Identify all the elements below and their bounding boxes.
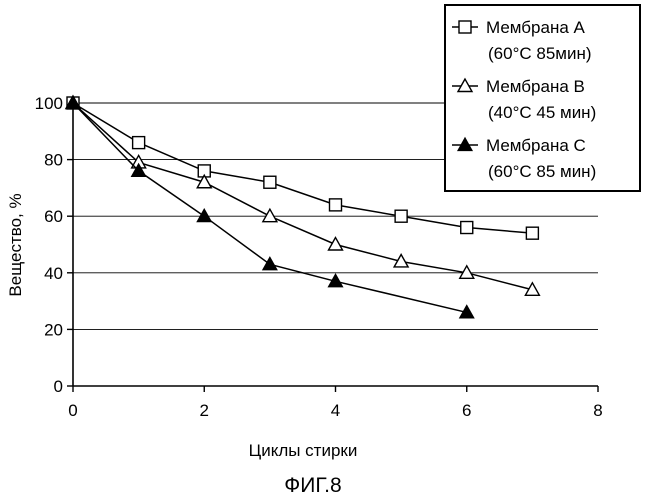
legend-marker-1 bbox=[459, 21, 471, 33]
data-point-s1-4 bbox=[330, 199, 342, 211]
x-tick-label-6: 6 bbox=[462, 401, 471, 420]
y-ticks: 0 20 40 60 80 100 bbox=[35, 94, 73, 396]
y-tick-label-20: 20 bbox=[44, 320, 63, 339]
x-tick-label-8: 8 bbox=[593, 401, 602, 420]
data-point-s2-3 bbox=[263, 209, 277, 222]
legend: Мембрана А (60°С 85мин) Мембрана В (40°С 45… bbox=[445, 5, 640, 191]
y-axis-title: Вещество, % bbox=[6, 193, 25, 296]
data-point-s2-4 bbox=[329, 238, 343, 251]
y-tick-label-40: 40 bbox=[44, 264, 63, 283]
legend-label-3: Мембрана С bbox=[486, 136, 586, 155]
series-line-3 bbox=[73, 103, 467, 312]
data-point-s1-5 bbox=[395, 210, 407, 222]
x-axis-title: Циклы стирки bbox=[249, 441, 358, 460]
y-tick-label-60: 60 bbox=[44, 207, 63, 226]
x-tick-label-4: 4 bbox=[331, 401, 340, 420]
legend-label-2: Мембрана В bbox=[486, 77, 585, 96]
legend-sublabel-1: (60°С 85мин) bbox=[488, 44, 592, 63]
data-point-s1-1 bbox=[133, 137, 145, 149]
y-tick-label-100: 100 bbox=[35, 94, 63, 113]
legend-label-1: Мембрана А bbox=[486, 18, 586, 37]
data-point-s1-3 bbox=[264, 176, 276, 188]
data-point-s1-7 bbox=[526, 227, 538, 239]
y-tick-label-0: 0 bbox=[54, 377, 63, 396]
x-ticks: 0 2 4 6 8 bbox=[68, 386, 602, 420]
figure-caption: ФИГ.8 bbox=[284, 474, 341, 497]
x-tick-label-2: 2 bbox=[200, 401, 209, 420]
data-point-s3-3 bbox=[263, 257, 277, 270]
data-point-s3-2 bbox=[197, 209, 211, 222]
x-tick-label-0: 0 bbox=[68, 401, 77, 420]
y-tick-label-80: 80 bbox=[44, 151, 63, 170]
legend-sublabel-2: (40°С 45 мин) bbox=[488, 103, 596, 122]
legend-sublabel-3: (60°С 85 мин) bbox=[488, 162, 596, 181]
series-3 bbox=[66, 96, 474, 318]
data-point-s1-6 bbox=[461, 222, 473, 234]
